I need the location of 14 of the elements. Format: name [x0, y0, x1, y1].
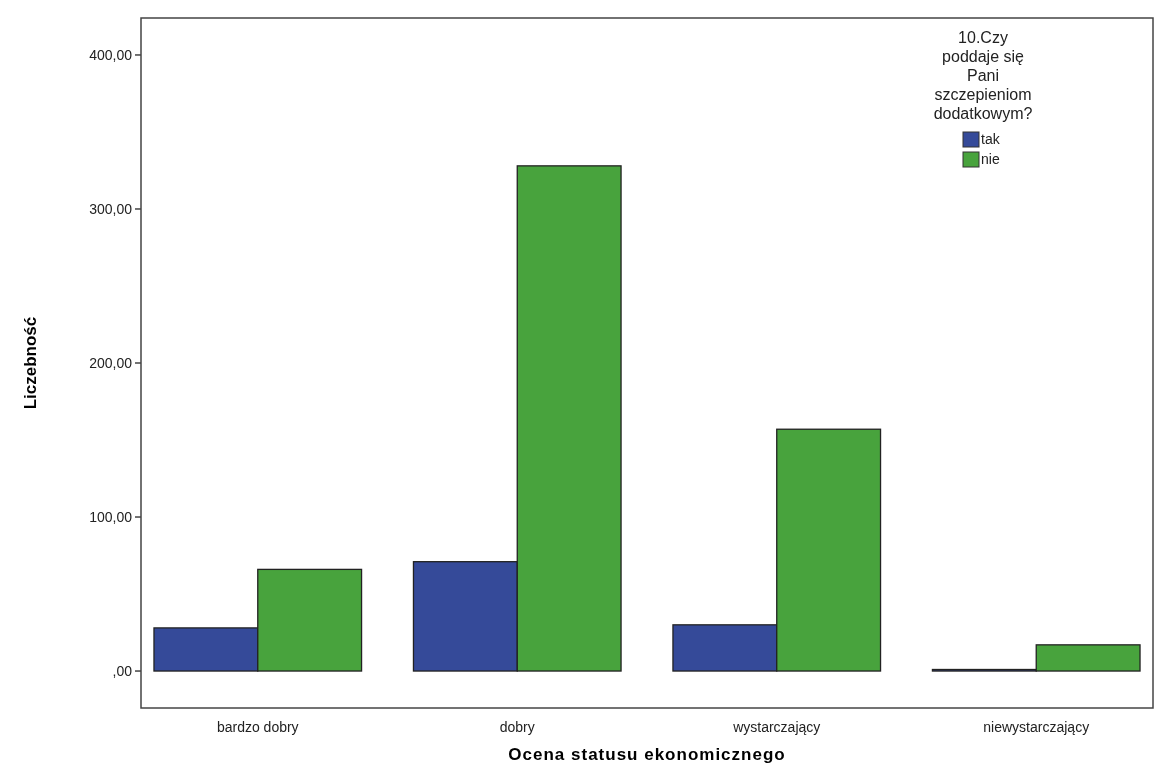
legend-label: nie: [981, 151, 1000, 167]
y-tick-label: ,00: [112, 662, 133, 679]
legend-label: tak: [981, 131, 1001, 147]
y-tick-label: 400,00: [89, 46, 133, 63]
x-axis-title: Ocena statusu ekonomicznego: [508, 745, 786, 764]
x-tick-label: wystarczający: [732, 719, 821, 735]
y-axis-title: Liczebność: [21, 316, 40, 410]
x-tick-label: niewystarczający: [983, 719, 1090, 735]
y-tick-label: 300,00: [89, 200, 133, 217]
x-tick-label: dobry: [499, 719, 535, 735]
x-tick-label: bardzo dobry: [216, 719, 299, 735]
y-tick-label: 200,00: [89, 354, 133, 371]
y-tick-label: 100,00: [89, 508, 133, 525]
legend-title: 10.Czy poddaje się Pani szczepieniom dodatkowym?: [933, 29, 1033, 122]
